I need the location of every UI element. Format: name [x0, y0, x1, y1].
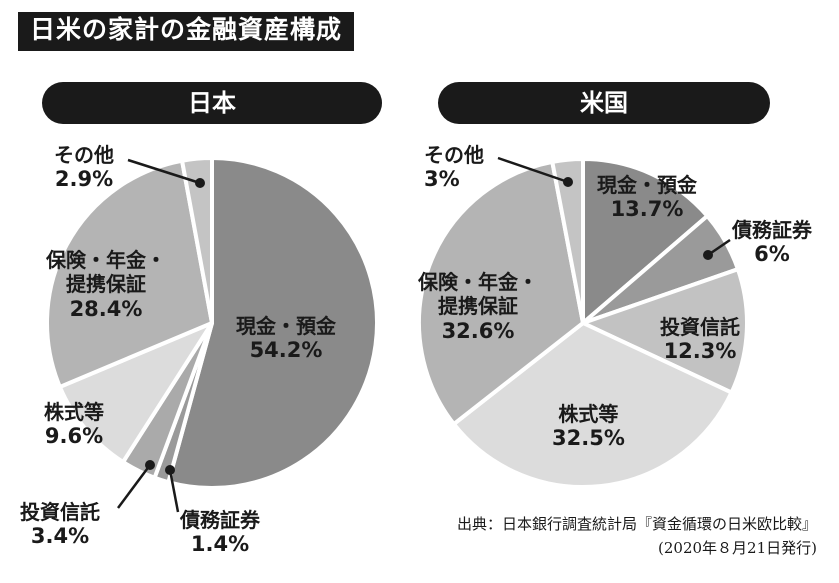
japan-label-bonds-value: 1.4%: [190, 532, 250, 557]
us-label-funds-name: 投資信託: [660, 315, 740, 339]
japan-label-bonds-name: 債務証券: [180, 508, 260, 532]
japan-slice-5: [180, 156, 214, 325]
us-slice-3: [451, 321, 734, 489]
japan-leader-bonds: [168, 469, 180, 513]
japan-label-other: その他 2.9%: [54, 143, 114, 193]
us-label-other-name: その他: [424, 143, 484, 167]
source-line-1: 出典：日本銀行調査統計局『資金循環の日米欧比較』: [456, 515, 817, 533]
japan-label-insurance-value: 28.4%: [69, 296, 143, 321]
japan-label-other-name: その他: [54, 143, 114, 167]
source-note: 出典：日本銀行調査統計局『資金循環の日米欧比較』 (2020年８月21日発行): [457, 512, 817, 560]
japan-slice-0: [166, 156, 379, 490]
japan-leader-bonds-dot: [165, 465, 175, 475]
japan-pie-title: 日本: [42, 82, 382, 124]
japan-label-insurance: 保険・年金・ 提携保証 28.4%: [46, 248, 166, 322]
japan-label-cash: 現金・預金 54.2%: [236, 314, 336, 364]
us-label-bonds-name: 債務証券: [732, 218, 812, 242]
japan-label-funds: 投資信託 3.4%: [20, 500, 100, 550]
japan-label-other-value: 2.9%: [54, 167, 114, 192]
japan-label-stocks: 株式等 9.6%: [44, 400, 104, 450]
us-label-bonds: 債務証券 6%: [732, 218, 812, 268]
japan-slice-3: [57, 321, 214, 464]
us-label-other-value: 3%: [424, 167, 460, 192]
japan-leader-funds: [116, 464, 152, 509]
japan-label-stocks-name: 株式等: [44, 400, 104, 424]
japan-label-cash-name: 現金・預金: [236, 314, 336, 338]
us-label-stocks: 株式等 32.5%: [552, 402, 625, 452]
source-line-2: (2020年８月21日発行): [658, 539, 817, 557]
japan-label-bonds: 債務証券 1.4%: [180, 508, 260, 558]
us-slice-0: [581, 157, 710, 325]
japan-label-cash-value: 54.2%: [249, 338, 323, 363]
japan-label-stocks-value: 9.6%: [44, 424, 104, 449]
us-label-cash-value: 13.7%: [610, 197, 684, 222]
us-label-stocks-value: 32.5%: [552, 426, 625, 451]
japan-label-funds-value: 3.4%: [30, 524, 90, 549]
japan-pie: [45, 156, 379, 490]
us-slice-4: [417, 159, 585, 427]
japan-label-insurance-name1: 保険・年金・: [46, 248, 166, 272]
japan-label-funds-name: 投資信託: [20, 500, 100, 524]
us-label-insurance: 保険・年金・ 提携保証 32.6%: [418, 270, 538, 344]
us-label-funds-value: 12.3%: [663, 339, 737, 364]
us-label-insurance-name1: 保険・年金・: [418, 270, 538, 294]
us-leader-other: [497, 156, 569, 184]
japan-slice-4: [45, 158, 214, 389]
us-label-insurance-value: 32.6%: [441, 318, 515, 343]
japan-label-insurance-name2: 提携保証: [66, 272, 146, 297]
japan-leader-other: [127, 158, 201, 185]
us-label-funds: 投資信託 12.3%: [660, 315, 740, 365]
us-label-other: その他 3%: [424, 143, 484, 193]
us-slice-5: [550, 157, 585, 325]
us-label-cash-name: 現金・預金: [597, 173, 697, 197]
us-label-bonds-value: 6%: [754, 242, 790, 267]
us-pie-title: 米国: [438, 82, 770, 124]
us-leader-other-dot: [563, 177, 573, 187]
us-label-insurance-name2: 提携保証: [438, 294, 518, 319]
us-label-stocks-name: 株式等: [558, 402, 619, 426]
us-leader-bonds-dot: [703, 250, 713, 260]
us-slice-2: [581, 267, 749, 395]
chart-title: 日米の家計の金融資産構成: [18, 12, 355, 51]
us-pie: [417, 157, 749, 489]
japan-leader-funds-dot: [145, 460, 155, 470]
leader-lines: [116, 156, 731, 513]
us-label-cash: 現金・預金 13.7%: [597, 173, 697, 223]
japan-leader-other-dot: [195, 178, 205, 188]
